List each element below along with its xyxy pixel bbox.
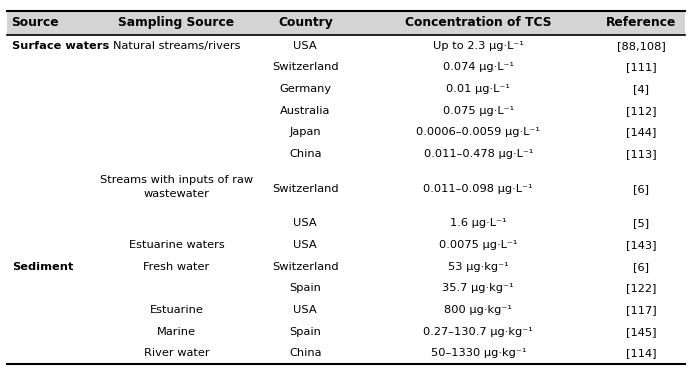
Text: USA: USA [293, 41, 317, 51]
Text: Switzerland: Switzerland [272, 63, 338, 72]
Text: Surface waters: Surface waters [12, 41, 109, 51]
Text: [6]: [6] [633, 184, 649, 194]
Text: [145]: [145] [626, 327, 656, 337]
Text: [143]: [143] [626, 240, 656, 250]
Text: USA: USA [293, 219, 317, 229]
Text: Streams with inputs of raw: Streams with inputs of raw [100, 175, 253, 185]
Text: China: China [289, 149, 322, 159]
Text: Sediment: Sediment [12, 262, 74, 272]
Text: 50–1330 μg·kg⁻¹: 50–1330 μg·kg⁻¹ [430, 348, 526, 358]
Text: USA: USA [293, 305, 317, 315]
Text: River water: River water [144, 348, 209, 358]
Text: [111]: [111] [626, 63, 656, 72]
Text: [114]: [114] [626, 348, 656, 358]
Text: 0.011–0.478 μg·L⁻¹: 0.011–0.478 μg·L⁻¹ [424, 149, 533, 159]
Text: Sampling Source: Sampling Source [118, 17, 235, 29]
Text: [112]: [112] [626, 106, 656, 116]
Text: 800 μg·kg⁻¹: 800 μg·kg⁻¹ [444, 305, 512, 315]
Text: [117]: [117] [626, 305, 656, 315]
Text: 35.7 μg·kg⁻¹: 35.7 μg·kg⁻¹ [442, 283, 514, 293]
Text: Source: Source [11, 17, 59, 29]
Text: Australia: Australia [280, 106, 331, 116]
Text: Country: Country [278, 17, 333, 29]
Text: 0.074 μg·L⁻¹: 0.074 μg·L⁻¹ [443, 63, 513, 72]
Text: Japan: Japan [289, 127, 321, 137]
Text: China: China [289, 348, 322, 358]
Text: [88,108]: [88,108] [617, 41, 666, 51]
Text: Switzerland: Switzerland [272, 184, 338, 194]
Text: Up to 2.3 μg·L⁻¹: Up to 2.3 μg·L⁻¹ [432, 41, 524, 51]
Text: Germany: Germany [280, 84, 331, 94]
Text: [144]: [144] [626, 127, 656, 137]
Text: [4]: [4] [633, 84, 649, 94]
Text: 0.0006–0.0059 μg·L⁻¹: 0.0006–0.0059 μg·L⁻¹ [417, 127, 540, 137]
Text: USA: USA [293, 240, 317, 250]
Text: wastewater: wastewater [143, 190, 210, 199]
Text: 53 μg·kg⁻¹: 53 μg·kg⁻¹ [448, 262, 509, 272]
Text: 0.0075 μg·L⁻¹: 0.0075 μg·L⁻¹ [439, 240, 518, 250]
Text: 0.01 μg·L⁻¹: 0.01 μg·L⁻¹ [446, 84, 510, 94]
Text: Spain: Spain [289, 327, 321, 337]
Text: [5]: [5] [633, 219, 649, 229]
Text: Estuarine: Estuarine [149, 305, 203, 315]
Text: 0.27–130.7 μg·kg⁻¹: 0.27–130.7 μg·kg⁻¹ [424, 327, 533, 337]
Text: [113]: [113] [626, 149, 656, 159]
Text: 0.011–0.098 μg·L⁻¹: 0.011–0.098 μg·L⁻¹ [424, 184, 533, 194]
Text: [6]: [6] [633, 262, 649, 272]
Text: Spain: Spain [289, 283, 321, 293]
Text: Reference: Reference [606, 17, 676, 29]
Text: 0.075 μg·L⁻¹: 0.075 μg·L⁻¹ [443, 106, 513, 116]
Text: Switzerland: Switzerland [272, 262, 338, 272]
Text: Concentration of TCS: Concentration of TCS [405, 17, 552, 29]
Bar [7, 11, 685, 35]
Text: Marine: Marine [157, 327, 196, 337]
Text: Estuarine waters: Estuarine waters [129, 240, 224, 250]
Text: 1.6 μg·L⁻¹: 1.6 μg·L⁻¹ [450, 219, 507, 229]
Text: Natural streams/rivers: Natural streams/rivers [113, 41, 240, 51]
Text: [122]: [122] [626, 283, 656, 293]
Text: Fresh water: Fresh water [143, 262, 210, 272]
